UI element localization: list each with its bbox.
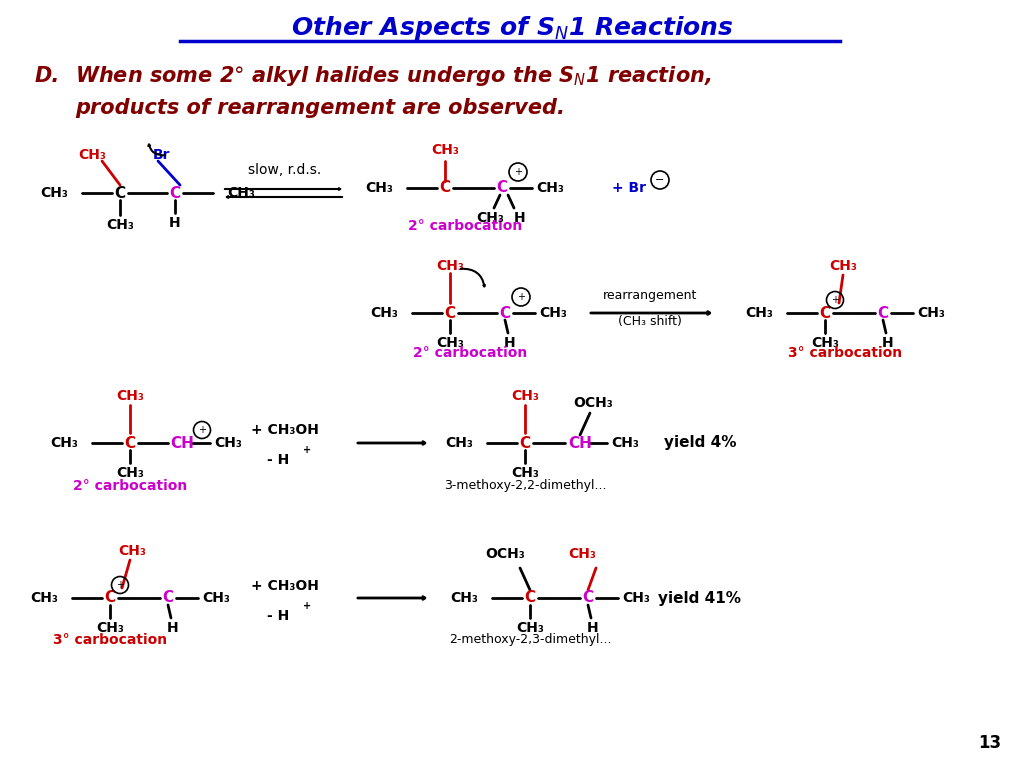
Text: CH₃: CH₃: [568, 547, 596, 561]
Text: CH₃: CH₃: [78, 148, 105, 162]
Text: CH₃: CH₃: [370, 306, 398, 320]
Text: CH₃: CH₃: [516, 621, 544, 635]
Text: CH₃: CH₃: [511, 466, 539, 480]
Text: D.: D.: [35, 66, 60, 86]
Text: CH₃: CH₃: [536, 181, 564, 195]
Text: CH₃: CH₃: [476, 211, 504, 225]
Text: C: C: [497, 180, 508, 196]
Text: C: C: [439, 180, 451, 196]
Text: +: +: [514, 167, 522, 177]
Text: CH₃: CH₃: [202, 591, 230, 605]
Text: +: +: [303, 445, 311, 455]
Text: C: C: [500, 306, 511, 320]
Text: +: +: [116, 580, 124, 590]
Text: CH₃: CH₃: [50, 436, 78, 450]
Text: C: C: [125, 435, 135, 451]
Text: 2° carbocation: 2° carbocation: [413, 346, 527, 360]
Text: products of rearrangement are observed.: products of rearrangement are observed.: [75, 98, 565, 118]
Text: CH₃: CH₃: [918, 306, 945, 320]
Text: C: C: [583, 591, 594, 605]
Text: CH₃: CH₃: [622, 591, 650, 605]
Text: C: C: [519, 435, 530, 451]
Text: C: C: [104, 591, 116, 605]
Text: CH₃: CH₃: [611, 436, 639, 450]
Text: +: +: [303, 601, 311, 611]
Text: OCH₃: OCH₃: [573, 396, 613, 410]
Text: CH₃: CH₃: [431, 143, 459, 157]
Text: yield 4%: yield 4%: [664, 435, 736, 451]
Text: CH: CH: [568, 435, 592, 451]
Text: H: H: [514, 211, 525, 225]
Text: CH₃: CH₃: [436, 336, 464, 350]
Text: 2° carbocation: 2° carbocation: [73, 479, 187, 493]
Text: H: H: [167, 621, 179, 635]
Text: rearrangement: rearrangement: [603, 290, 697, 303]
Text: + CH₃OH: + CH₃OH: [251, 423, 318, 437]
Text: CH₃: CH₃: [539, 306, 567, 320]
Text: 2-methoxy-2,3-dimethyl...: 2-methoxy-2,3-dimethyl...: [449, 634, 611, 647]
Text: CH₃: CH₃: [811, 336, 839, 350]
Text: OCH₃: OCH₃: [485, 547, 525, 561]
Text: 3-methoxy-2,2-dimethyl...: 3-methoxy-2,2-dimethyl...: [443, 479, 606, 492]
Text: - H: - H: [267, 609, 289, 623]
Text: C: C: [163, 591, 173, 605]
Text: CH₃: CH₃: [118, 544, 146, 558]
Text: CH₃: CH₃: [96, 621, 124, 635]
Text: CH₃: CH₃: [214, 436, 242, 450]
Text: H: H: [169, 216, 181, 230]
Text: +: +: [831, 295, 839, 305]
Text: - H: - H: [267, 453, 289, 467]
Text: C: C: [524, 591, 536, 605]
Text: 2° carbocation: 2° carbocation: [408, 219, 522, 233]
Text: H: H: [883, 336, 894, 350]
Text: CH₃: CH₃: [227, 186, 255, 200]
Text: C: C: [444, 306, 456, 320]
Text: C: C: [819, 306, 830, 320]
Text: (CH₃ shift): (CH₃ shift): [618, 315, 682, 327]
Text: C: C: [115, 186, 126, 200]
Text: CH₃: CH₃: [40, 186, 68, 200]
Text: CH₃: CH₃: [511, 389, 539, 403]
Text: CH₃: CH₃: [436, 259, 464, 273]
Text: H: H: [504, 336, 516, 350]
Text: CH₃: CH₃: [366, 181, 393, 195]
Text: CH₃: CH₃: [451, 591, 478, 605]
Text: H: H: [587, 621, 599, 635]
Text: CH₃: CH₃: [445, 436, 473, 450]
Text: When some 2$\degree$ alkyl halides undergo the S$_N$1 reaction,: When some 2$\degree$ alkyl halides under…: [75, 64, 712, 88]
Text: yield 41%: yield 41%: [658, 591, 741, 605]
Text: 13: 13: [979, 734, 1001, 752]
Text: Other Aspects of S$_N$1 Reactions: Other Aspects of S$_N$1 Reactions: [291, 14, 733, 42]
Text: 3° carbocation: 3° carbocation: [787, 346, 902, 360]
Text: CH₃: CH₃: [116, 466, 144, 480]
Text: CH₃: CH₃: [30, 591, 58, 605]
Text: +: +: [198, 425, 206, 435]
Text: C: C: [878, 306, 889, 320]
Text: 3° carbocation: 3° carbocation: [53, 633, 167, 647]
Text: CH₃: CH₃: [829, 259, 857, 273]
Text: CH₃: CH₃: [745, 306, 773, 320]
Text: C: C: [169, 186, 180, 200]
Text: CH₃: CH₃: [116, 389, 144, 403]
Text: CH₃: CH₃: [106, 218, 134, 232]
Text: +: +: [517, 292, 525, 302]
Text: + Br: + Br: [612, 181, 646, 195]
Text: Br: Br: [154, 148, 171, 162]
Text: slow, r.d.s.: slow, r.d.s.: [249, 163, 322, 177]
Text: −: −: [655, 175, 665, 185]
Text: + CH₃OH: + CH₃OH: [251, 579, 318, 593]
Text: CH: CH: [170, 435, 194, 451]
